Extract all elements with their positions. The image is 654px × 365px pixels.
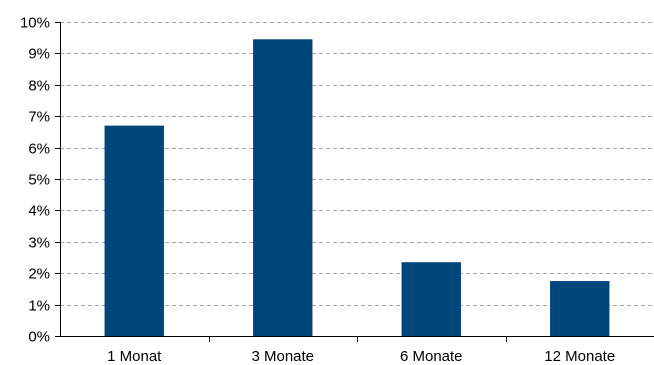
y-tick-label: 6% bbox=[28, 141, 50, 158]
y-tick-label: 1% bbox=[28, 298, 50, 315]
x-tick-label: 1 Monat bbox=[107, 348, 162, 365]
y-tick-label: 4% bbox=[28, 203, 50, 220]
bar-4 bbox=[550, 281, 610, 336]
bar-1 bbox=[104, 125, 164, 337]
x-tick-label: 3 Monate bbox=[251, 348, 314, 365]
tick-labels: 0% 1% 2% 3% 4% 5% 6% 7% 8% 9% 10% 1 Monat 3 Monate 6 … bbox=[20, 15, 615, 365]
y-tick-label: 5% bbox=[28, 172, 50, 189]
bar-2 bbox=[253, 39, 313, 337]
y-tick-label: 0% bbox=[28, 329, 50, 346]
y-tick-label: 10% bbox=[20, 15, 50, 32]
bar-3 bbox=[401, 262, 461, 336]
axes bbox=[55, 22, 654, 342]
bars bbox=[104, 39, 610, 337]
y-tick-label: 3% bbox=[28, 235, 50, 252]
x-tick-label: 12 Monate bbox=[544, 348, 615, 365]
y-tick-label: 9% bbox=[28, 46, 50, 63]
y-tick-label: 2% bbox=[28, 266, 50, 283]
x-tick-label: 6 Monate bbox=[400, 348, 463, 365]
y-tick-label: 8% bbox=[28, 78, 50, 95]
y-tick-label: 7% bbox=[28, 109, 50, 126]
